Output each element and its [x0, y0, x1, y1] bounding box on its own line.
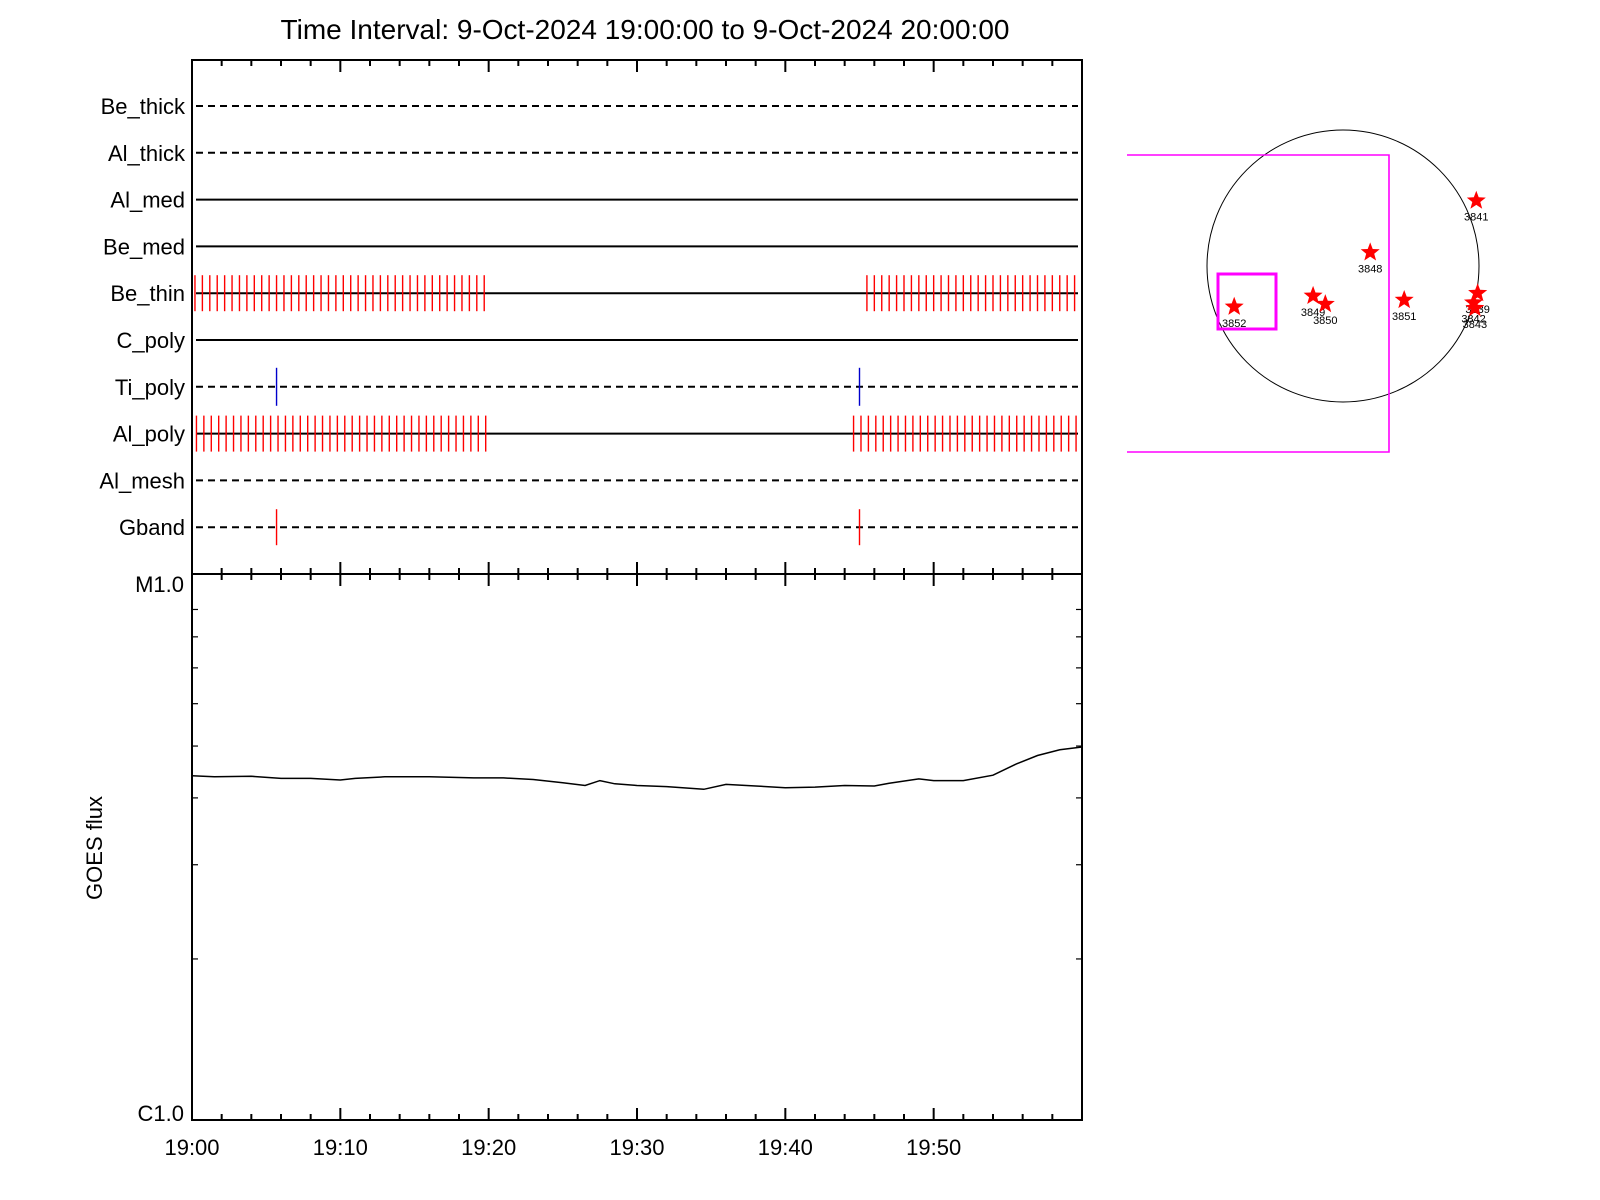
channel-label: Be_thin [110, 281, 185, 306]
solar-disk-outline [1206, 129, 1480, 403]
active-region-label: 3849 [1301, 307, 1325, 319]
active-region-star [1303, 285, 1323, 304]
target-box [1216, 272, 1278, 331]
flux-x-tick-label: 19:20 [461, 1135, 516, 1160]
solar-disk-map: 384138483849385038513852383938423843 [1127, 129, 1490, 453]
flux-x-tick-label: 19:10 [313, 1135, 368, 1160]
active-region-star [1468, 283, 1488, 302]
active-region-label: 3851 [1392, 311, 1416, 323]
flux-x-tick-label: 19:00 [164, 1135, 219, 1160]
goes-flux-line [191, 746, 1083, 791]
timeline-axis-ticks [191, 60, 1083, 574]
active-region-star [1394, 290, 1414, 309]
channel-label: Al_mesh [99, 468, 185, 493]
flux-axes: M1.0 C1.0 19:00 19:10 19:20 19:30 19:40 19:50 [135, 572, 1083, 1160]
channel-label: Be_thick [101, 94, 186, 119]
active-region-label: 3842 [1461, 314, 1485, 326]
flux-x-tick-label: 19:40 [758, 1135, 813, 1160]
flux-x-tick-label: 19:50 [906, 1135, 961, 1160]
active-region-star [1466, 190, 1486, 209]
channel-label: Ti_poly [115, 375, 185, 400]
active-region-star [1464, 292, 1484, 311]
channel-label: Al_thick [108, 141, 186, 166]
active-region-label: 3852 [1222, 318, 1246, 330]
flux-y-tick-label: M1.0 [135, 572, 184, 597]
active-region-star [1465, 298, 1485, 317]
active-region-label: 3850 [1313, 315, 1337, 327]
active-region-star [1224, 296, 1244, 315]
channel-label: Al_med [110, 188, 185, 213]
channel-label: Gband [119, 515, 185, 540]
flux-panel-frame [191, 573, 1083, 1121]
channel-rows: Be_thick Al_thick Al_med Be_med Be_thin C_pol… [99, 94, 1078, 546]
active-region-label: 3848 [1358, 263, 1382, 275]
flux-x-tick-label: 19:30 [609, 1135, 664, 1160]
fov-box [1127, 154, 1390, 453]
flux-y-axis-label: GOES flux [82, 796, 107, 900]
channel-label: Al_poly [113, 422, 185, 447]
active-region-label: 3841 [1464, 212, 1488, 224]
flux-y-tick-label: C1.0 [138, 1101, 184, 1126]
active-region-star [1315, 294, 1335, 313]
page-title: Time Interval: 9-Oct-2024 19:00:00 to 9-… [280, 14, 1010, 45]
channel-label: C_poly [117, 328, 185, 353]
timeline-panel-frame [191, 59, 1083, 575]
channel-label: Be_med [103, 234, 185, 259]
active-region-label: 3843 [1463, 319, 1487, 331]
active-region-star [1360, 242, 1380, 261]
